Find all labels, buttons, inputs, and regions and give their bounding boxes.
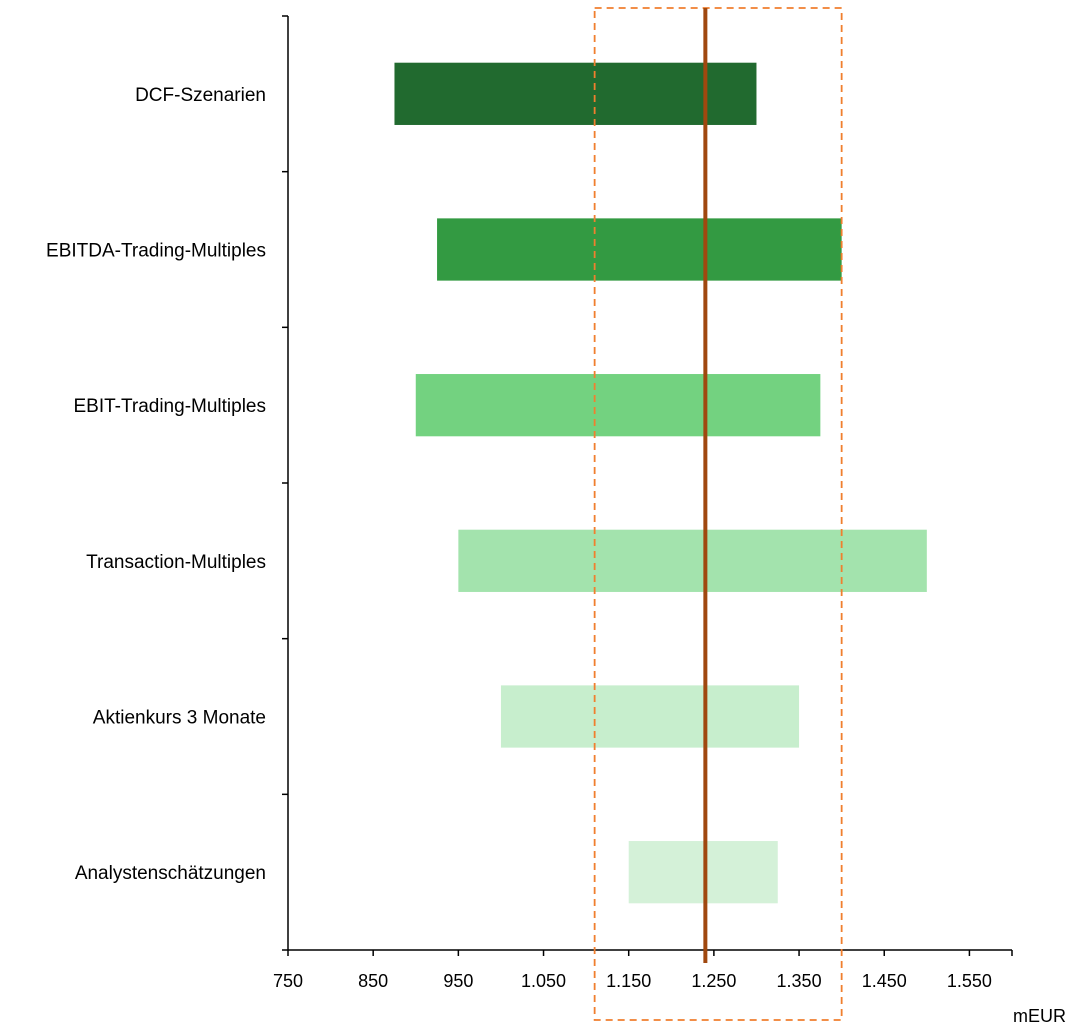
category-label-4: Transaction-Multiples [86, 552, 266, 573]
x-tick-label-2: 850 [358, 971, 388, 991]
x-tick-label-3: 950 [443, 971, 473, 991]
axis-ticks-group [282, 15, 1013, 956]
x-tick-label-6: 1.250 [691, 971, 736, 991]
x-tick-label-7: 1.350 [777, 971, 822, 991]
bar-1 [394, 62, 757, 125]
bar-3 [415, 374, 821, 437]
x-tick-label-5: 1.150 [606, 971, 651, 991]
x-tick-label-1: 750 [273, 971, 303, 991]
category-label-5: Aktienkurs 3 Monate [93, 708, 266, 729]
bar-2 [437, 218, 842, 281]
category-label-1: DCF-Szenarien [135, 85, 266, 106]
x-tick-label-4: 1.050 [521, 971, 566, 991]
category-labels-group: DCF-Szenarien EBITDA-Trading-Multiples EBI… [46, 85, 266, 884]
bars-group [394, 62, 927, 904]
axes-group [287, 16, 1012, 951]
category-label-6: Analystenschätzungen [75, 863, 266, 884]
category-label-3: EBIT-Trading-Multiples [73, 396, 266, 417]
bar-5 [500, 685, 800, 748]
bar-6 [628, 841, 778, 904]
highlight-range-box [593, 7, 843, 1021]
x-tick-labels-group: 750 850 950 1.050 1.150 1.250 1.350 1.450 1.550 [273, 971, 992, 991]
category-label-2: EBITDA-Trading-Multiples [46, 241, 266, 262]
bar-4 [458, 529, 927, 592]
x-tick-label-8: 1.450 [862, 971, 907, 991]
x-unit-label: mEUR [1013, 1006, 1066, 1026]
x-tick-label-9: 1.550 [947, 971, 992, 991]
